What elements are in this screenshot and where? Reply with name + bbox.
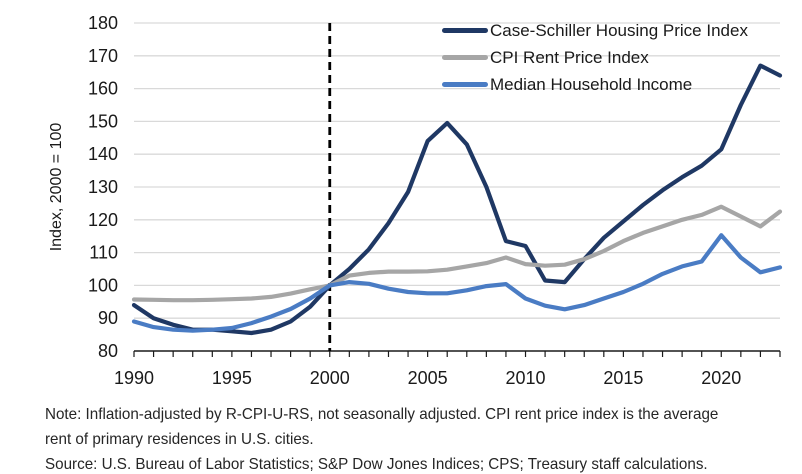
legend-label-case-schiller: Case-Schiller Housing Price Index [490,20,748,40]
y-tick-label: 120 [88,210,118,230]
note-line-1: Note: Inflation-adjusted by R-CPI-U-RS, … [45,406,719,423]
y-tick-label: 160 [88,79,118,99]
y-tick-label: 100 [88,275,118,295]
y-axis-title: Index, 2000 = 100 [48,122,65,252]
price-index-chart: 80 90 100 110 120 130 140 150 160 170 180 1990 1995 2… [88,13,783,388]
y-tick-label: 80 [98,341,118,361]
legend-item-cpi-rent: CPI Rent Price Index [442,44,748,71]
x-tick-label: 2010 [505,368,545,388]
x-tick-label: 2015 [603,368,643,388]
legend-item-median-income: Median Household Income [442,71,748,98]
y-tick-label: 170 [88,46,118,66]
case-schiller-housing-price-index-line [131,63,783,336]
legend-swatch-cpi-rent [442,55,488,60]
x-tick-label: 1990 [114,368,154,388]
x-tick-label: 2020 [701,368,741,388]
y-tick-label: 130 [88,177,118,197]
y-tick-label: 180 [88,13,118,33]
y-tick-label: 90 [98,308,118,328]
legend: Case-Schiller Housing Price Index CPI Re… [442,17,748,98]
legend-label-cpi-rent: CPI Rent Price Index [490,47,649,67]
y-tick-label: 140 [88,144,118,164]
x-tick-label: 2005 [408,368,448,388]
cpi-rent-price-index-line [131,204,783,303]
note-line-2: rent of primary residences in U.S. citie… [45,431,314,448]
legend-swatch-case-schiller [442,28,488,33]
y-tick-label: 110 [89,243,118,263]
chart-notes: Note: Inflation-adjusted by R-CPI-U-RS, … [45,402,718,474]
legend-label-median-income: Median Household Income [490,74,693,94]
source-line: Source: U.S. Bureau of Labor Statistics;… [45,456,708,473]
x-tick-label: 2000 [310,368,350,388]
median-household-income-line [131,233,783,333]
y-tick-label: 150 [88,111,118,131]
x-tick-label: 1995 [212,368,252,388]
legend-swatch-median-income [442,82,488,87]
legend-item-case-schiller: Case-Schiller Housing Price Index [442,17,748,44]
